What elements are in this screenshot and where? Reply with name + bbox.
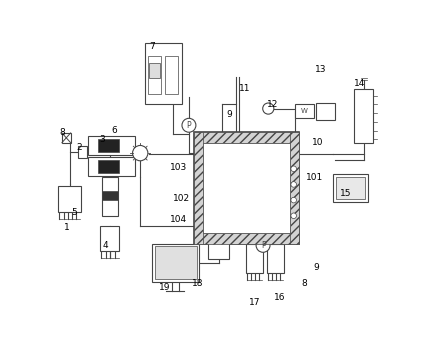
Bar <box>102 177 118 216</box>
Bar <box>102 191 118 200</box>
Bar <box>194 132 298 143</box>
Bar <box>148 56 162 94</box>
Text: P: P <box>261 241 266 250</box>
Circle shape <box>182 118 196 132</box>
Text: P: P <box>186 121 191 130</box>
Text: 17: 17 <box>250 298 261 307</box>
Text: 3: 3 <box>99 135 105 144</box>
Circle shape <box>263 103 274 114</box>
Bar <box>205 132 211 137</box>
Text: 101: 101 <box>305 173 323 182</box>
Circle shape <box>291 166 297 172</box>
Bar <box>194 132 298 244</box>
Circle shape <box>291 213 297 219</box>
Bar <box>88 136 135 155</box>
Bar <box>152 244 199 282</box>
Bar <box>146 44 182 104</box>
Bar <box>333 174 368 202</box>
Bar <box>149 63 160 78</box>
Text: 9: 9 <box>226 110 232 119</box>
Text: 8: 8 <box>301 279 307 288</box>
Bar <box>100 226 119 251</box>
Bar <box>155 246 197 279</box>
Bar <box>246 244 263 273</box>
Bar <box>99 160 119 173</box>
Text: 6: 6 <box>111 126 117 135</box>
Bar <box>316 103 335 120</box>
Bar <box>194 132 203 244</box>
Bar <box>290 132 298 244</box>
Text: 5: 5 <box>71 208 77 217</box>
Text: 1: 1 <box>64 223 70 232</box>
Text: W: W <box>301 108 308 114</box>
Bar <box>203 143 290 233</box>
Bar <box>88 157 135 176</box>
Text: 7: 7 <box>150 42 155 52</box>
Text: 9: 9 <box>313 263 319 272</box>
Circle shape <box>256 238 270 252</box>
Text: 10: 10 <box>312 138 323 147</box>
Text: 4: 4 <box>103 241 108 250</box>
Text: 11: 11 <box>239 84 250 93</box>
Bar <box>267 244 284 273</box>
Text: 14: 14 <box>354 79 365 88</box>
Text: 2: 2 <box>76 143 82 152</box>
Text: 18: 18 <box>192 279 203 288</box>
Bar <box>208 240 229 259</box>
Bar <box>194 233 298 244</box>
Circle shape <box>133 145 148 161</box>
Text: 103: 103 <box>170 163 187 172</box>
Bar <box>99 139 119 152</box>
Bar <box>62 133 71 143</box>
Text: 12: 12 <box>267 100 278 109</box>
Bar <box>336 177 365 199</box>
Bar <box>354 89 373 143</box>
Text: 16: 16 <box>274 293 285 302</box>
Text: 8: 8 <box>59 128 65 137</box>
Text: 19: 19 <box>159 283 170 292</box>
Text: 104: 104 <box>170 215 187 224</box>
Bar <box>78 146 87 158</box>
Bar <box>59 186 81 212</box>
Text: 102: 102 <box>174 194 190 203</box>
Text: 15: 15 <box>340 189 351 198</box>
Circle shape <box>291 182 297 187</box>
Bar <box>295 104 314 118</box>
Circle shape <box>291 197 297 203</box>
Text: 13: 13 <box>315 65 327 74</box>
Bar <box>165 56 178 94</box>
